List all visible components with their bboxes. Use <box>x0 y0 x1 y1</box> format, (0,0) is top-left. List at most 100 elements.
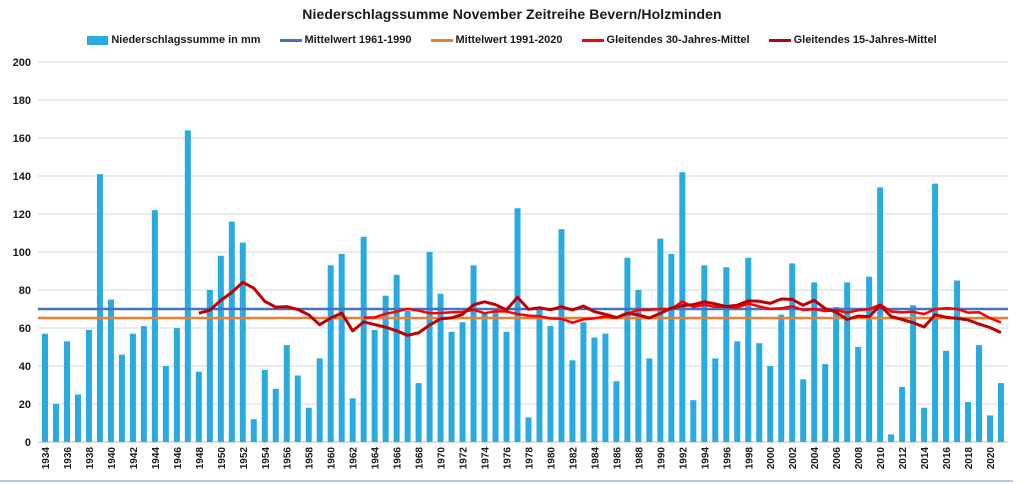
bar-1957[interactable] <box>294 375 301 443</box>
bar-1983[interactable] <box>580 322 587 442</box>
bar-1997[interactable] <box>734 341 741 442</box>
bar-1946[interactable] <box>173 328 180 442</box>
bar-1967[interactable] <box>404 310 411 442</box>
bar-2009[interactable] <box>866 276 873 442</box>
bar-1966[interactable] <box>393 274 400 442</box>
bar-2021[interactable] <box>998 383 1004 442</box>
x-axis-tick-label: 1972 <box>459 447 470 470</box>
bar-2017[interactable] <box>954 280 961 443</box>
bar-1948[interactable] <box>195 371 202 442</box>
bar-1961[interactable] <box>338 253 345 442</box>
bar-1956[interactable] <box>283 345 290 442</box>
bar-1962[interactable] <box>349 398 356 442</box>
moving-mean-15-line[interactable] <box>198 280 1002 337</box>
bar-2004[interactable] <box>811 282 818 442</box>
bar-1947[interactable] <box>184 130 191 442</box>
bar-1974[interactable] <box>481 312 488 442</box>
bar-1941[interactable] <box>118 354 125 442</box>
bar-1990[interactable] <box>657 238 664 442</box>
bar-1940[interactable] <box>107 299 114 443</box>
bar-1945[interactable] <box>162 366 169 442</box>
bar-2016[interactable] <box>943 350 950 442</box>
x-axis-labels: 1934 1936 1938 1940 1942 1944 1946 1948 1950 1952… <box>41 447 997 470</box>
bar-1991[interactable] <box>668 253 675 442</box>
bar-1958[interactable] <box>305 407 312 442</box>
bar-1972[interactable] <box>459 322 466 442</box>
bar-1994[interactable] <box>701 265 708 442</box>
bar-1978[interactable] <box>525 417 532 442</box>
bar-1952[interactable] <box>239 242 246 443</box>
bar-1998[interactable] <box>745 257 752 442</box>
bar-1977[interactable] <box>514 208 521 442</box>
bar-2006[interactable] <box>833 307 840 442</box>
bar-1950[interactable] <box>217 255 224 442</box>
bar-1996[interactable] <box>723 267 730 442</box>
bar-1965[interactable] <box>382 295 389 442</box>
bar-1984[interactable] <box>591 337 598 443</box>
legend-item-gleitendes-30-jahres-mittel[interactable]: Gleitendes 30-Jahres-Mittel <box>581 34 750 46</box>
bar-2002[interactable] <box>789 263 796 442</box>
bar-2008[interactable] <box>855 347 862 442</box>
x-axis-tick-label: 1950 <box>217 447 228 470</box>
bar-1989[interactable] <box>646 358 653 442</box>
bar-2013[interactable] <box>910 305 917 442</box>
bar-1988[interactable] <box>635 290 642 442</box>
bar-1993[interactable] <box>690 400 697 442</box>
bar-2001[interactable] <box>778 314 785 442</box>
bar-1982[interactable] <box>569 360 576 442</box>
bar-1953[interactable] <box>250 419 257 442</box>
bar-1968[interactable] <box>415 383 422 442</box>
bar-1935[interactable] <box>52 404 59 442</box>
legend-item-mittelwert-1991-2020[interactable]: Mittelwert 1991-2020 <box>430 34 563 46</box>
bar-1944[interactable] <box>151 210 158 442</box>
bar-2007[interactable] <box>844 282 851 442</box>
bar-1938[interactable] <box>85 329 92 442</box>
bar-2010[interactable] <box>877 187 884 442</box>
bar-2015[interactable] <box>932 183 939 442</box>
bar-1985[interactable] <box>602 333 609 442</box>
bar-1954[interactable] <box>261 369 268 442</box>
legend-item-gleitendes-15-jahres-mittel[interactable]: Gleitendes 15-Jahres-Mittel <box>768 34 937 46</box>
bar-1937[interactable] <box>74 394 81 443</box>
bar-1975[interactable] <box>492 309 499 442</box>
bar-1942[interactable] <box>129 333 136 442</box>
x-axis-tick-label: 1998 <box>744 447 755 470</box>
bar-2019[interactable] <box>976 345 983 442</box>
x-axis-tick-label: 1990 <box>656 447 667 470</box>
bar-1979[interactable] <box>536 307 543 442</box>
bar-1963[interactable] <box>360 236 367 442</box>
bar-1964[interactable] <box>371 329 378 442</box>
bar-1936[interactable] <box>63 341 70 442</box>
bar-1973[interactable] <box>470 265 477 442</box>
bar-1959[interactable] <box>316 358 323 442</box>
bar-2020[interactable] <box>987 415 994 442</box>
bar-1987[interactable] <box>624 257 631 442</box>
bar-1949[interactable] <box>206 290 213 442</box>
bar-2005[interactable] <box>822 364 829 442</box>
bar-2018[interactable] <box>965 402 972 442</box>
bar-1934[interactable] <box>42 333 48 442</box>
bar-1981[interactable] <box>558 229 565 442</box>
bar-1986[interactable] <box>613 381 620 442</box>
bar-2011[interactable] <box>888 434 895 442</box>
bar-2014[interactable] <box>921 407 928 442</box>
bar-1943[interactable] <box>140 326 147 442</box>
bar-1969[interactable] <box>426 252 433 442</box>
bar-1999[interactable] <box>756 343 763 442</box>
x-axis-tick-label: 1944 <box>151 447 162 470</box>
y-axis-tick-label: 80 <box>19 285 31 297</box>
bar-1971[interactable] <box>448 331 455 442</box>
bar-1970[interactable] <box>437 293 444 442</box>
bar-1976[interactable] <box>503 331 510 442</box>
legend-item-mittelwert-1961-1990[interactable]: Mittelwert 1961-1990 <box>279 34 412 46</box>
bar-1995[interactable] <box>712 358 719 442</box>
moving-mean-30-line[interactable] <box>363 300 1002 324</box>
bar-1951[interactable] <box>228 221 235 442</box>
legend-item-niederschlagssumme[interactable]: Niederschlagssumme in mm <box>87 34 261 46</box>
bar-2003[interactable] <box>800 379 807 442</box>
bar-1980[interactable] <box>547 326 554 442</box>
bar-1960[interactable] <box>327 265 334 442</box>
bar-2000[interactable] <box>767 366 774 442</box>
bar-1955[interactable] <box>272 388 279 442</box>
bar-2012[interactable] <box>899 386 906 442</box>
